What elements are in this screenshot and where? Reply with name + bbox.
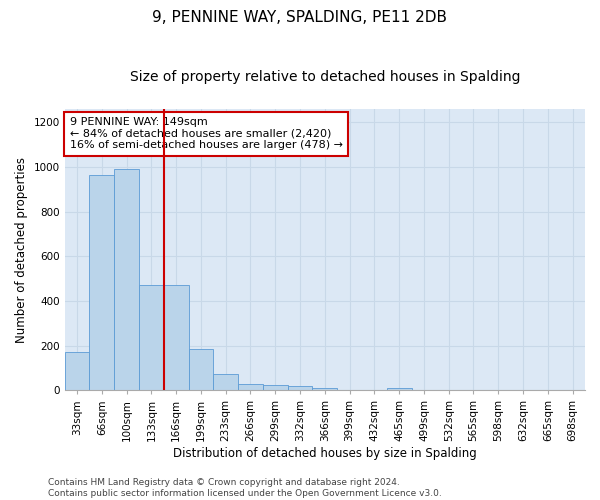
Bar xyxy=(164,286,188,391)
Bar xyxy=(387,388,412,390)
Bar xyxy=(114,169,139,390)
Y-axis label: Number of detached properties: Number of detached properties xyxy=(15,156,28,342)
Bar xyxy=(263,386,287,390)
Title: Size of property relative to detached houses in Spalding: Size of property relative to detached ho… xyxy=(130,70,520,84)
Bar xyxy=(188,349,214,391)
Bar xyxy=(313,388,337,390)
Bar xyxy=(139,286,164,391)
X-axis label: Distribution of detached houses by size in Spalding: Distribution of detached houses by size … xyxy=(173,447,477,460)
Bar xyxy=(65,352,89,391)
Text: 9 PENNINE WAY: 149sqm
← 84% of detached houses are smaller (2,420)
16% of semi-d: 9 PENNINE WAY: 149sqm ← 84% of detached … xyxy=(70,117,343,150)
Text: 9, PENNINE WAY, SPALDING, PE11 2DB: 9, PENNINE WAY, SPALDING, PE11 2DB xyxy=(152,10,448,25)
Text: Contains HM Land Registry data © Crown copyright and database right 2024.
Contai: Contains HM Land Registry data © Crown c… xyxy=(48,478,442,498)
Bar xyxy=(238,384,263,390)
Bar xyxy=(287,386,313,390)
Bar xyxy=(89,174,114,390)
Bar xyxy=(214,374,238,390)
